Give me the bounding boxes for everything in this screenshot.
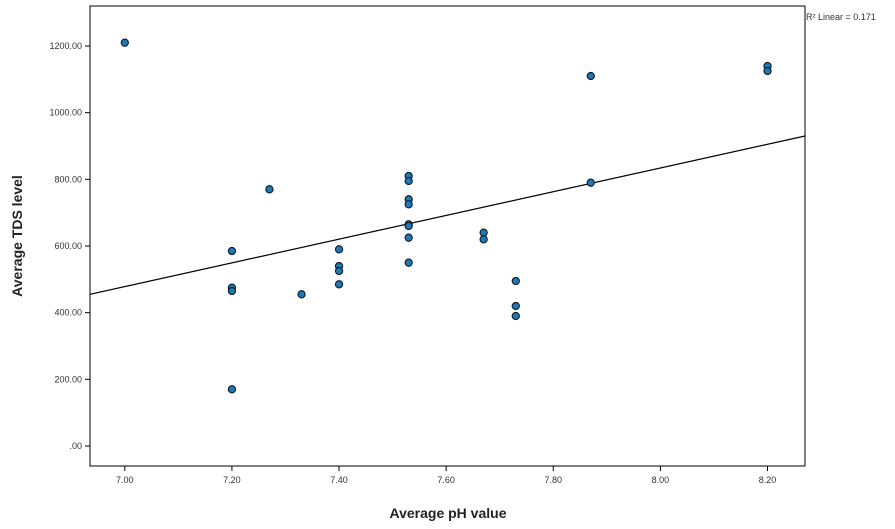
data-point	[227, 385, 237, 394]
y-axis-title: Average TDS level	[9, 175, 25, 297]
data-point	[763, 66, 772, 76]
y-tick-label: 800.00	[54, 174, 82, 184]
data-point	[297, 290, 306, 299]
fit-line-layer	[89, 135, 806, 295]
data-point	[404, 200, 413, 209]
data-point	[479, 235, 488, 244]
data-point	[586, 178, 595, 187]
fit-line-label: R² Linear = 0.171	[806, 12, 876, 22]
data-point	[404, 233, 413, 242]
y-tick-label: 200.00	[54, 374, 82, 384]
x-tick-label: 8.20	[759, 475, 777, 485]
data-point	[334, 245, 344, 254]
data-points	[120, 38, 772, 394]
data-point	[404, 258, 413, 267]
data-point	[404, 221, 413, 231]
data-point	[334, 266, 344, 276]
linear-fit-line	[89, 135, 806, 295]
data-point	[227, 286, 237, 296]
x-tick-label: 8.00	[652, 475, 670, 485]
x-tick-label: 7.40	[330, 475, 348, 485]
y-tick-label: 1000.00	[49, 108, 82, 118]
plot-frame	[89, 5, 806, 467]
data-point	[511, 276, 520, 286]
data-point	[586, 71, 595, 81]
y-axis: .00 200.00 400.00 600.00 800.00 1000.00 1200.0…	[49, 41, 90, 451]
data-point	[265, 185, 274, 194]
y-tick-label: 600.00	[54, 241, 82, 251]
x-tick-label: 7.60	[437, 475, 455, 485]
y-tick-label: 400.00	[54, 308, 82, 318]
x-tick-label: 7.20	[223, 475, 241, 485]
data-point	[404, 176, 413, 186]
x-axis: 7.00 7.20 7.40 7.60 7.80 8.00 8.20	[116, 466, 776, 485]
y-tick-label: 1200.00	[49, 41, 82, 51]
x-tick-label: 7.80	[545, 475, 563, 485]
data-point	[511, 311, 520, 321]
x-axis-title: Average pH value	[390, 505, 507, 521]
y-tick-label: .00	[69, 441, 82, 451]
data-point	[227, 246, 237, 256]
data-point	[511, 301, 520, 311]
data-point	[334, 280, 344, 289]
x-tick-label: 7.00	[116, 475, 134, 485]
data-point	[120, 38, 129, 47]
